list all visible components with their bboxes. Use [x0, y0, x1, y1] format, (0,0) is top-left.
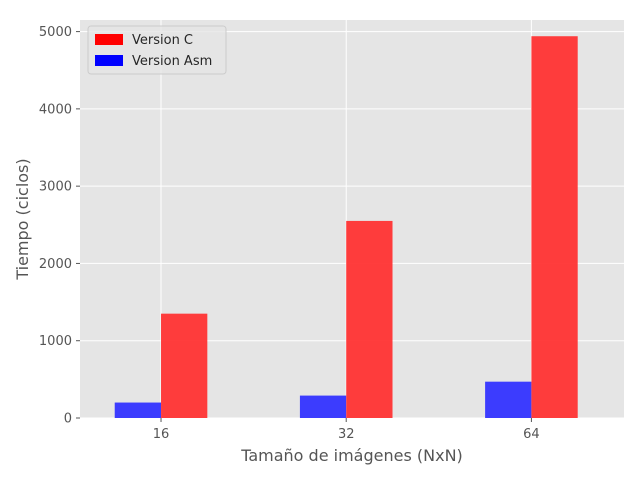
- y-tick-label: 1000: [39, 334, 72, 349]
- bar-version-asm-32: [299, 395, 347, 418]
- y-tick-label: 3000: [39, 180, 72, 195]
- legend-swatch: [95, 34, 123, 45]
- legend-label: Version C: [132, 33, 193, 48]
- bar-version-asm-16: [114, 402, 162, 418]
- legend-swatch: [95, 55, 123, 66]
- legend: Version C Version Asm: [87, 25, 227, 75]
- x-tick-label: 16: [153, 427, 170, 442]
- y-tick-label: 2000: [39, 257, 72, 272]
- x-tick-label: 64: [523, 427, 540, 442]
- bar-version-c-32: [346, 220, 393, 418]
- x-axis-label: Tamaño de imágenes (NxN): [240, 446, 463, 465]
- bar-version-asm-64: [485, 381, 532, 418]
- y-tick-label: 0: [64, 412, 72, 427]
- x-tick-label: 32: [338, 427, 355, 442]
- y-tick-label: 4000: [39, 102, 72, 117]
- bar-version-c-64: [531, 36, 578, 418]
- y-tick-label: 5000: [39, 25, 72, 40]
- legend-label: Version Asm: [132, 54, 212, 69]
- bar-version-c-16: [161, 313, 208, 418]
- bars: [114, 36, 578, 418]
- y-axis-label: Tiempo (ciclos): [13, 158, 32, 280]
- axis-ticks: 0 1000 2000 3000 4000 5000 16 32 64: [39, 25, 540, 442]
